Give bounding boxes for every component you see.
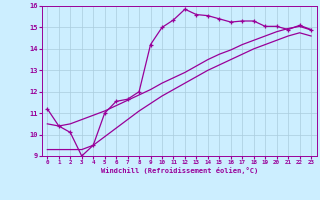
X-axis label: Windchill (Refroidissement éolien,°C): Windchill (Refroidissement éolien,°C) [100,167,258,174]
